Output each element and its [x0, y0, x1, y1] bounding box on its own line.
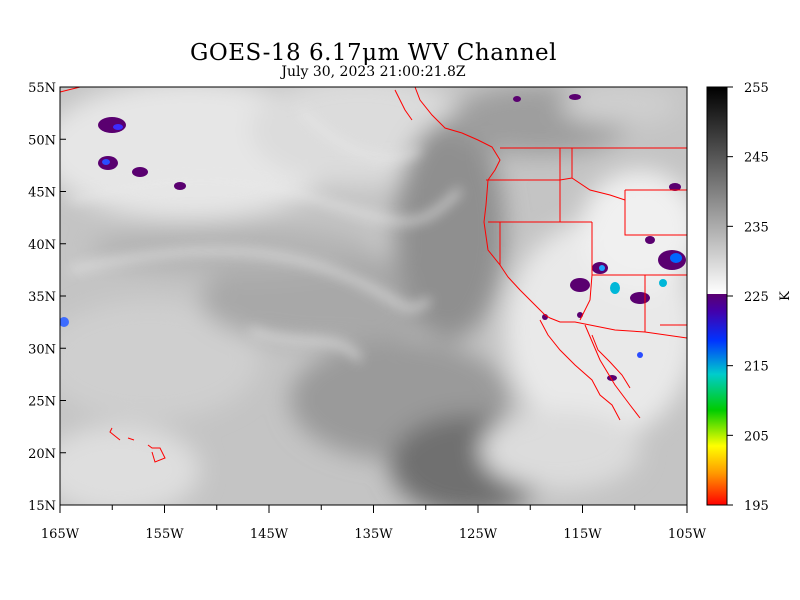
political-boundaries — [60, 87, 687, 463]
latitude-axis: 55N 50N 45N 40N 35N 30N 25N 20N 15N — [28, 81, 66, 514]
lon-tick-label: 135W — [354, 527, 393, 542]
colorbar-gray-segment — [707, 87, 727, 294]
colorbar-tick-label: 235 — [744, 220, 769, 235]
lat-tick-label: 35N — [28, 290, 56, 305]
lon-tick-label: 145W — [250, 527, 289, 542]
colorbar-tick-label: 195 — [744, 499, 769, 514]
lat-tick-label: 40N — [28, 238, 56, 253]
chart-title: GOES-18 6.17μm WV Channel — [189, 40, 558, 66]
colorbar-tick-label: 245 — [744, 151, 769, 166]
water-vapor-image — [60, 87, 687, 505]
lat-tick-label: 25N — [28, 395, 56, 410]
lat-tick-label: 45N — [28, 186, 56, 201]
lat-tick-label: 30N — [28, 342, 56, 357]
lat-tick-label: 15N — [28, 499, 56, 514]
colorbar-unit-label: K — [778, 291, 793, 301]
lon-tick-label: 115W — [563, 527, 602, 542]
lon-tick-label: 105W — [668, 527, 707, 542]
lat-tick-label: 50N — [28, 133, 56, 148]
lon-tick-label: 155W — [145, 527, 184, 542]
colorbar-tick-label: 215 — [744, 360, 769, 375]
colorbar-tick-label: 255 — [744, 81, 769, 96]
colorbar-color-segment — [707, 294, 727, 505]
colorbar: 255 245 235 225 215 205 195 K — [706, 81, 793, 514]
colorbar-tick-label: 205 — [744, 429, 769, 444]
chart-subtitle: July 30, 2023 21:00:21.8Z — [281, 64, 466, 80]
cold-cloud-tops — [60, 94, 686, 381]
lon-tick-label: 125W — [459, 527, 498, 542]
colorbar-axis: 255 245 235 225 215 205 195 — [727, 81, 769, 514]
lat-tick-label: 20N — [28, 447, 56, 462]
lon-tick-label: 165W — [41, 527, 80, 542]
colorbar-tick-label: 225 — [744, 290, 769, 305]
lat-tick-label: 55N — [28, 81, 56, 96]
longitude-axis: 165W 155W 145W 135W 125W 115W 105W — [41, 505, 707, 542]
